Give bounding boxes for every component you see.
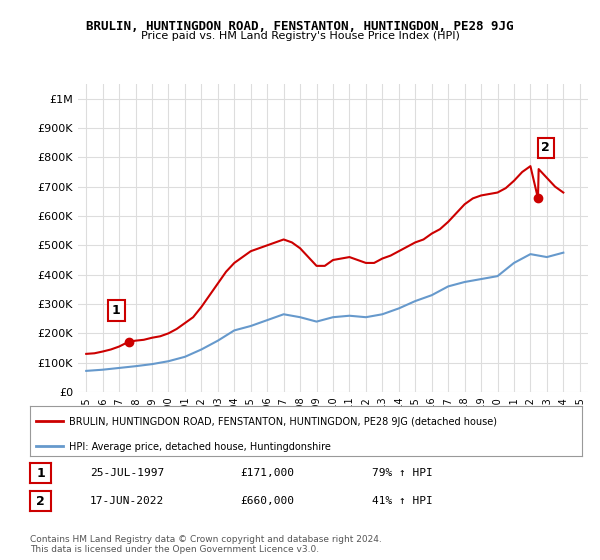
Text: 1: 1 xyxy=(36,466,45,480)
Text: BRULIN, HUNTINGDON ROAD, FENSTANTON, HUNTINGDON, PE28 9JG: BRULIN, HUNTINGDON ROAD, FENSTANTON, HUN… xyxy=(86,20,514,32)
Text: 17-JUN-2022: 17-JUN-2022 xyxy=(90,496,164,506)
Text: £660,000: £660,000 xyxy=(240,496,294,506)
Text: HPI: Average price, detached house, Huntingdonshire: HPI: Average price, detached house, Hunt… xyxy=(68,442,331,452)
Text: 25-JUL-1997: 25-JUL-1997 xyxy=(90,468,164,478)
Text: 79% ↑ HPI: 79% ↑ HPI xyxy=(372,468,433,478)
Text: £171,000: £171,000 xyxy=(240,468,294,478)
Text: Contains HM Land Registry data © Crown copyright and database right 2024.
This d: Contains HM Land Registry data © Crown c… xyxy=(30,535,382,554)
Text: 41% ↑ HPI: 41% ↑ HPI xyxy=(372,496,433,506)
Text: 1: 1 xyxy=(112,304,121,317)
Text: BRULIN, HUNTINGDON ROAD, FENSTANTON, HUNTINGDON, PE28 9JG (detached house): BRULIN, HUNTINGDON ROAD, FENSTANTON, HUN… xyxy=(68,417,497,427)
Text: 2: 2 xyxy=(36,494,45,508)
Text: 2: 2 xyxy=(541,142,550,155)
Text: Price paid vs. HM Land Registry's House Price Index (HPI): Price paid vs. HM Land Registry's House … xyxy=(140,31,460,41)
